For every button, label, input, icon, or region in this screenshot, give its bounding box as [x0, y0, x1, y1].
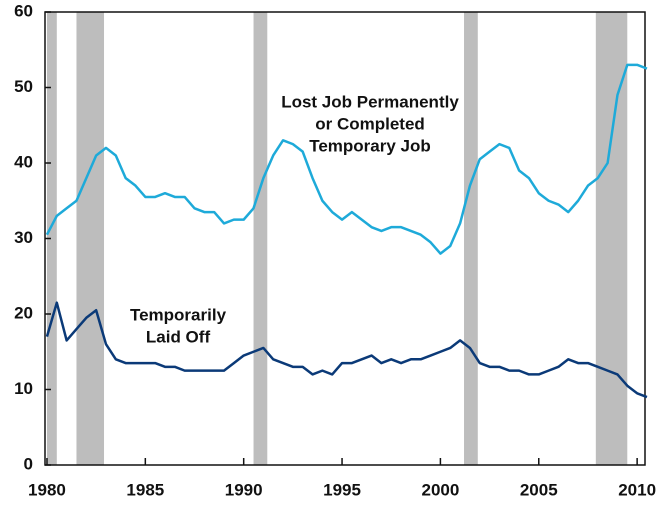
- series-line: [45, 301, 648, 399]
- y-tick-label: 30: [14, 228, 33, 247]
- y-tick-label: 10: [14, 379, 33, 398]
- series-line: [45, 63, 648, 255]
- plot-frame: [44, 11, 646, 466]
- y-tick-label: 50: [14, 77, 33, 96]
- series-label: Temporarily: [130, 305, 227, 324]
- recession-band: [253, 12, 268, 465]
- y-tick-label: 20: [14, 303, 33, 322]
- series-label: Laid Off: [146, 327, 211, 346]
- recession-band: [464, 12, 478, 465]
- y-tick-label: 40: [14, 152, 33, 171]
- series-label: or Completed: [315, 114, 425, 133]
- y-tick-label: 0: [24, 454, 33, 473]
- recession-band: [76, 12, 105, 465]
- x-tick-label: 2000: [421, 480, 459, 499]
- x-tick-label: 1995: [323, 480, 361, 499]
- recession-band: [595, 12, 628, 465]
- y-tick-label: 60: [14, 1, 33, 20]
- x-tick-label: 1980: [28, 480, 66, 499]
- x-tick-label: 2010: [618, 480, 656, 499]
- x-tick-label: 1985: [126, 480, 164, 499]
- x-tick-label: 2005: [520, 480, 558, 499]
- series-label: Lost Job Permanently: [281, 92, 459, 111]
- x-tick-label: 1990: [225, 480, 263, 499]
- series-label: Temporary Job: [309, 136, 431, 155]
- recession-band: [46, 12, 57, 465]
